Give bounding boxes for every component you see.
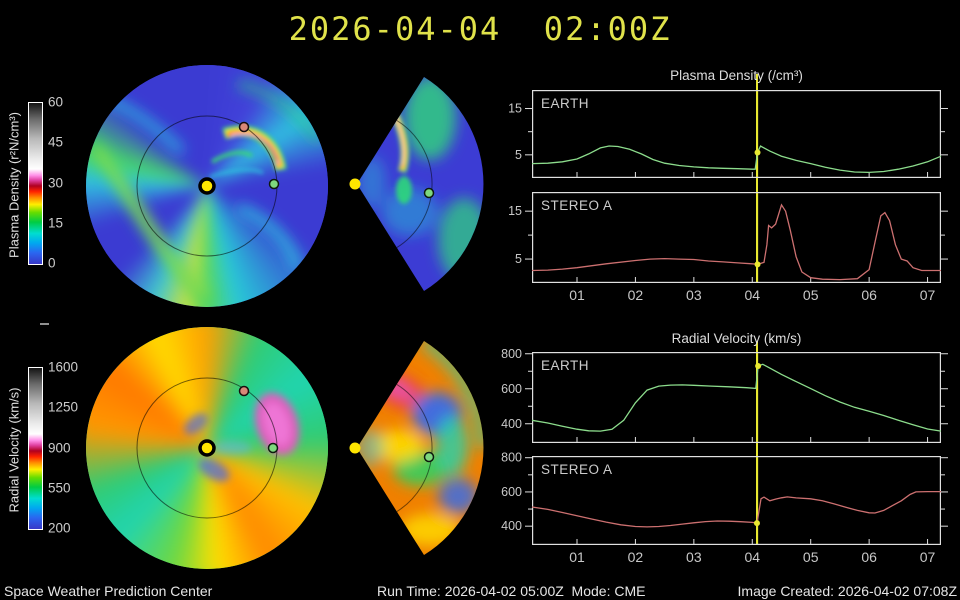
svg-text:07: 07 [920, 549, 936, 565]
velocity-ecliptic-map [86, 327, 328, 569]
svg-text:06: 06 [861, 549, 877, 565]
current-time-line-density [756, 74, 758, 283]
sun-icon [349, 442, 361, 454]
svg-text:600: 600 [501, 485, 522, 499]
orbit-arc [396, 119, 433, 249]
svg-text:02: 02 [628, 287, 644, 303]
status-run-time: Run Time: 2026-04-02 05:00Z Mode: CME [377, 583, 646, 599]
earth-marker [423, 451, 435, 463]
earth-marker [423, 187, 435, 199]
velocity-cb-tick: 900 [48, 440, 71, 456]
svg-text:03: 03 [686, 287, 702, 303]
velocity-wedge-map [357, 341, 484, 555]
density-cb-tick: 60 [48, 94, 64, 110]
velocity-colorbar: Radial Velocity (km/s) 1600 1250 900 550… [0, 360, 85, 536]
velocity-colorbar-label: Radial Velocity (km/s) [6, 387, 22, 513]
svg-text:400: 400 [501, 519, 522, 533]
density-colorbar-label: Plasma Density (r²N/cm³) [6, 112, 22, 258]
panel-label: EARTH [541, 96, 590, 111]
svg-text:01: 01 [569, 287, 585, 303]
velocity-colorbar-gradient [28, 367, 43, 530]
density-stereo-a-panel: 01 02 03 04 05 06 07 5 15 STEREO A [508, 192, 948, 303]
orbit-arc [396, 383, 433, 513]
svg-text:800: 800 [501, 451, 522, 465]
svg-text:06: 06 [861, 287, 877, 303]
svg-text:05: 05 [803, 287, 819, 303]
svg-text:5: 5 [515, 148, 522, 162]
svg-text:03: 03 [686, 549, 702, 565]
density-wedge-map [357, 77, 484, 291]
panel-label: STEREO A [541, 198, 613, 213]
velocity-cb-tick: 550 [48, 480, 71, 496]
velocity-cb-tick: 1600 [48, 359, 79, 375]
svg-text:400: 400 [501, 417, 522, 431]
svg-text:15: 15 [508, 102, 522, 116]
velocity-cb-tick: 1250 [48, 399, 79, 415]
svg-text:05: 05 [803, 549, 819, 565]
velocity-earth-plot: 400 600 800 [501, 347, 948, 444]
svg-text:04: 04 [744, 287, 760, 303]
density-cb-tick: 30 [48, 175, 64, 191]
velocity-stereo-a-panel: 01 02 03 04 05 06 07 400 600 800 STEREO A [501, 451, 948, 565]
page-title: 2026-04-04 02:00Z [288, 10, 672, 48]
svg-text:04: 04 [744, 549, 760, 565]
svg-text:07: 07 [920, 287, 936, 303]
svg-text:01: 01 [569, 549, 585, 565]
density-cb-tick: 0 [48, 255, 56, 271]
svg-text:02: 02 [628, 549, 644, 565]
stray-dash-mark [40, 323, 49, 325]
svg-text:800: 800 [501, 347, 522, 361]
sun-icon [349, 178, 361, 190]
density-chart-title: Plasma Density (/cm³) [670, 68, 803, 83]
velocity-cb-tick: 200 [48, 520, 71, 536]
density-map-swirl [86, 65, 328, 307]
velocity-earth-panel: 400 600 800 EARTH [501, 347, 948, 444]
density-earth-plot: 5 15 [508, 90, 948, 179]
velocity-chart-title: Radial Velocity (km/s) [671, 331, 802, 346]
density-colorbar: Plasma Density (r²N/cm³) 60 45 30 15 0 [0, 95, 85, 271]
svg-text:600: 600 [501, 382, 522, 396]
density-earth-panel: 5 15 EARTH [508, 90, 948, 179]
density-cb-tick: 45 [48, 134, 64, 150]
velocity-map-swirl [86, 327, 328, 569]
status-org-name: Space Weather Prediction Center [4, 583, 213, 599]
density-stereo-a-plot: 01 02 03 04 05 06 07 5 15 [508, 192, 948, 303]
density-ecliptic-map [86, 65, 328, 307]
svg-text:15: 15 [508, 204, 522, 218]
svg-text:5: 5 [515, 252, 522, 266]
panel-label: STEREO A [541, 462, 613, 477]
panel-label: EARTH [541, 358, 590, 373]
density-colorbar-gradient [28, 102, 43, 265]
velocity-stereo-a-plot: 01 02 03 04 05 06 07 400 600 800 [501, 451, 948, 565]
status-image-created: Image Created: 2026-04-02 07:08Z [737, 583, 957, 599]
cme-structure-density-wedge [385, 101, 412, 204]
density-cb-tick: 15 [48, 215, 64, 231]
